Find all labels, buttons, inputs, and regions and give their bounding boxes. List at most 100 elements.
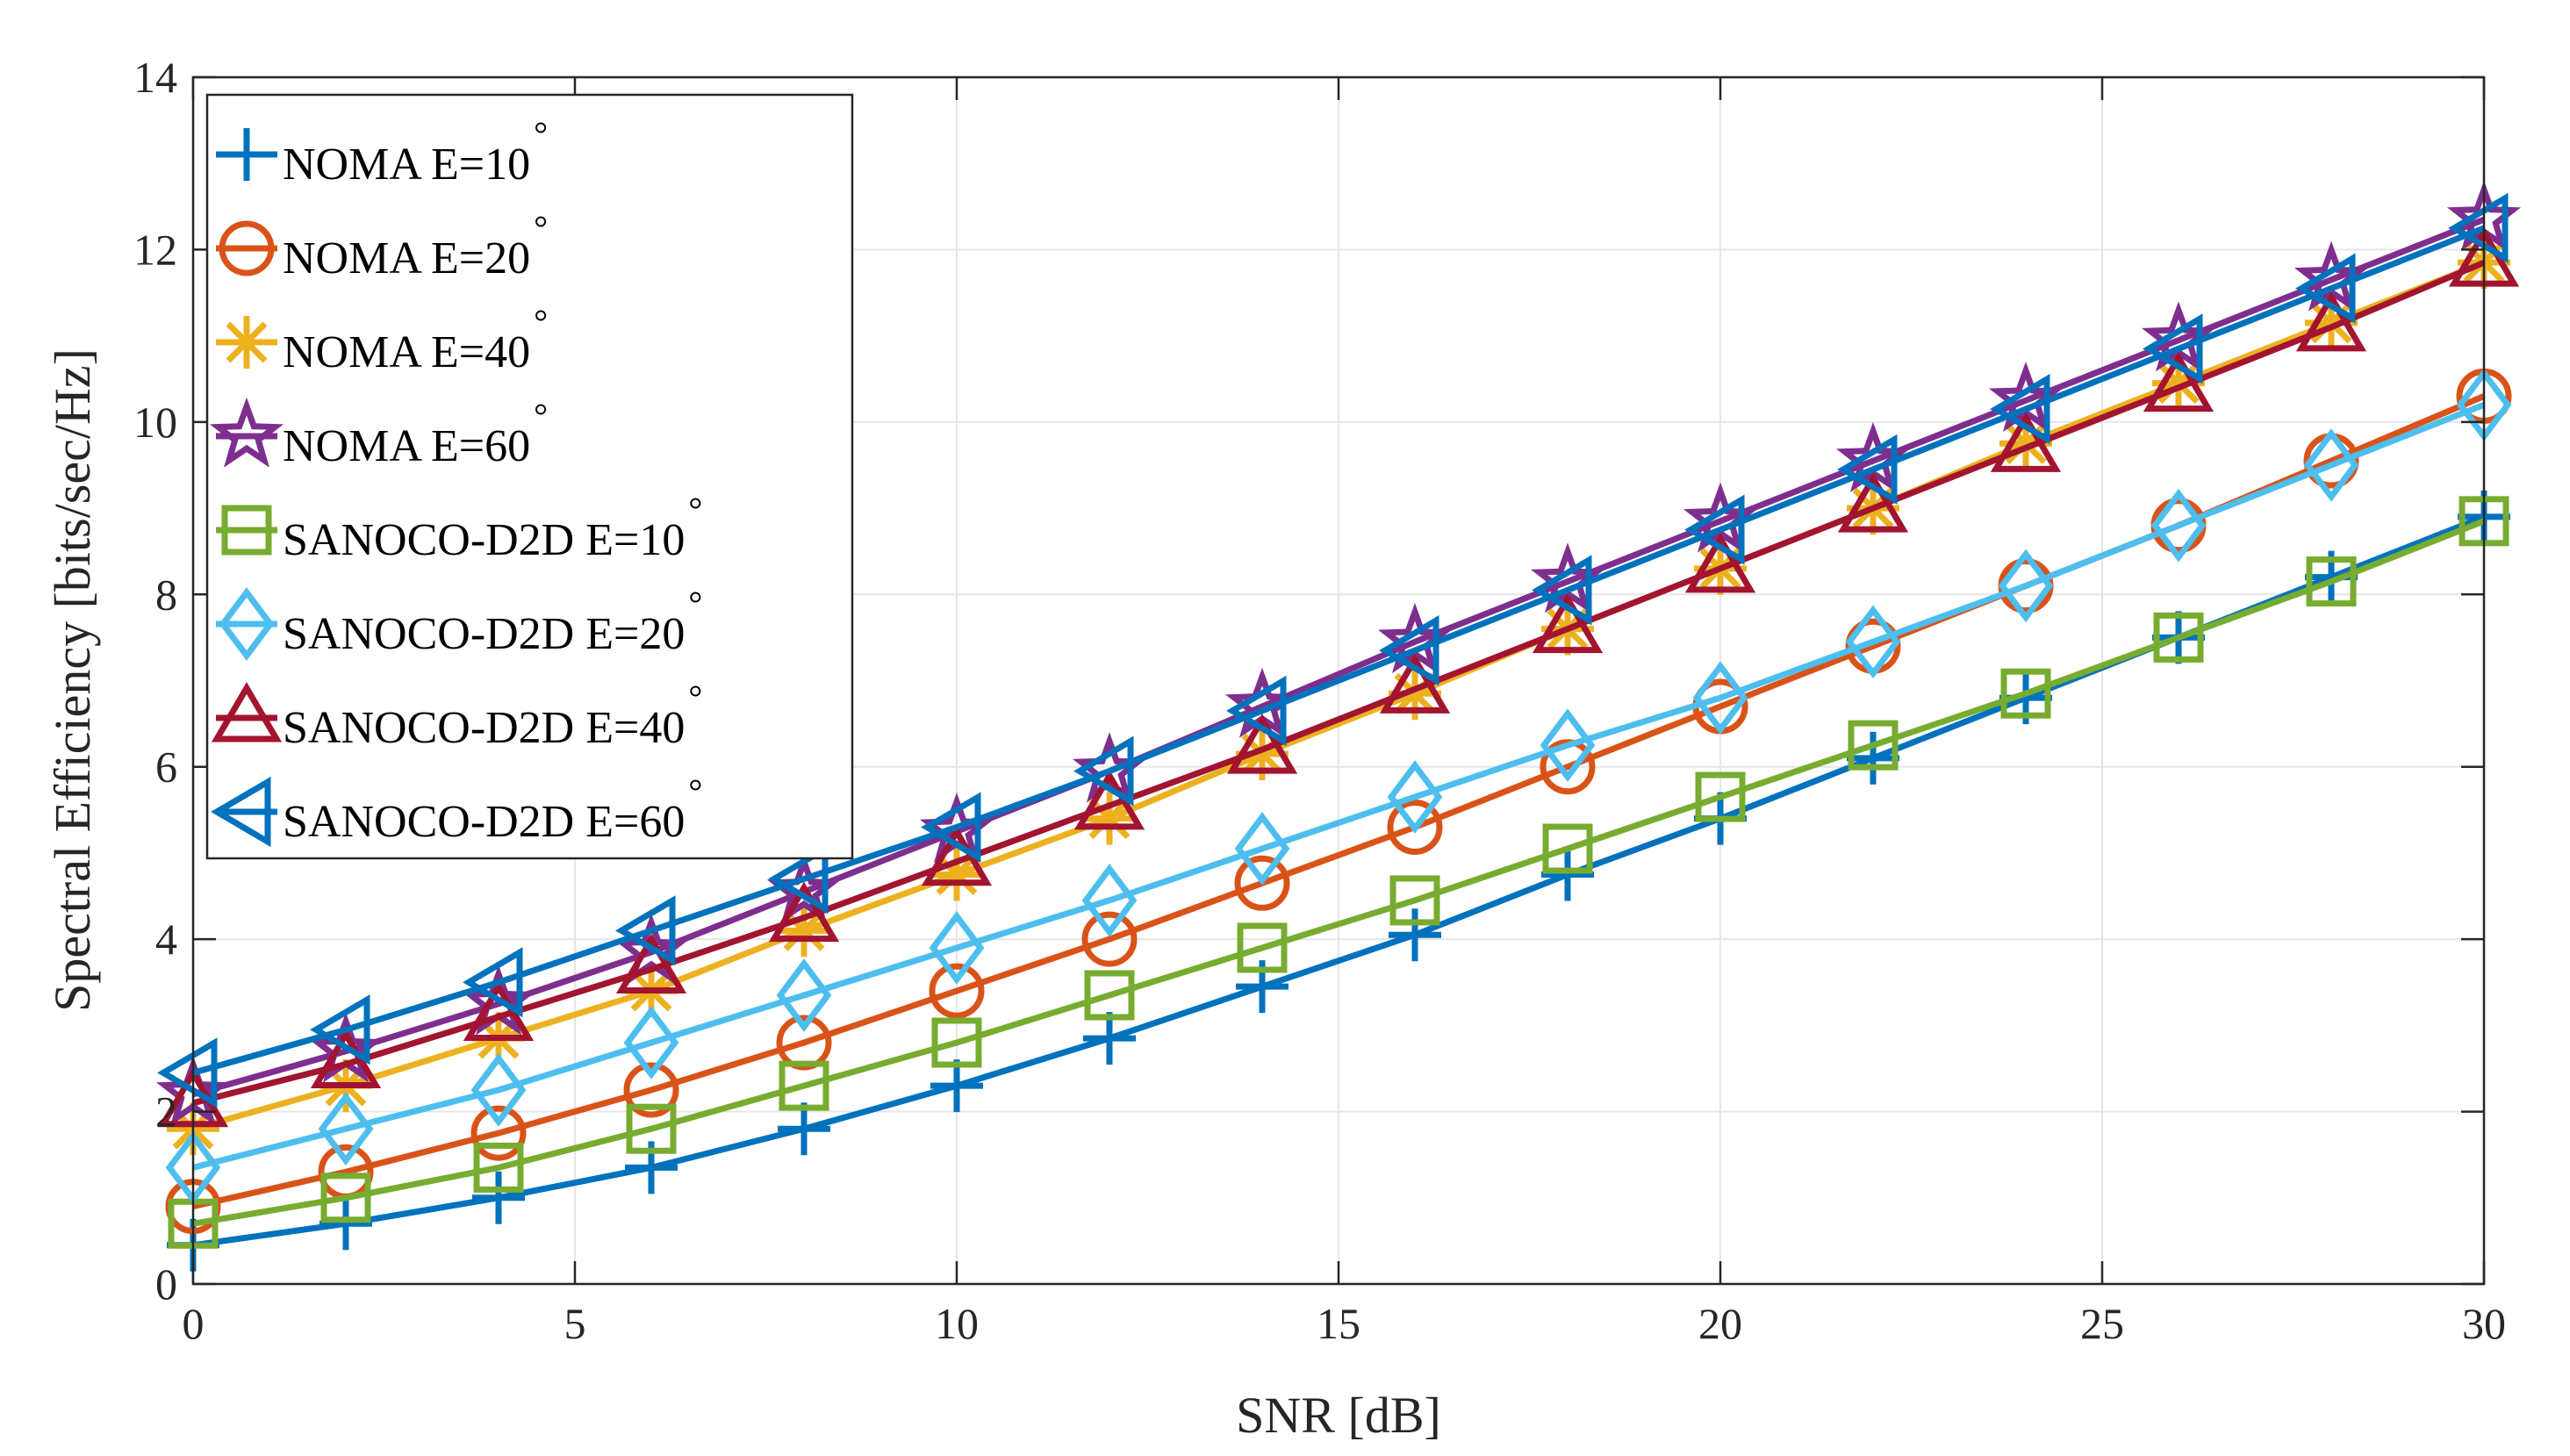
square-marker — [1542, 823, 1593, 874]
triangle-left-marker — [2295, 253, 2356, 324]
y-axis-title: Spectral Efficiency [bits/sec/Hz] — [44, 348, 101, 1012]
data-point-marker — [211, 776, 271, 848]
data-point-marker — [2303, 428, 2359, 502]
data-point-marker — [463, 980, 535, 1042]
x-tick-label: 15 — [1317, 1299, 1360, 1348]
x-tick-label: 10 — [935, 1299, 979, 1348]
data-point-marker — [463, 947, 523, 1018]
plus-marker — [319, 1197, 372, 1251]
triangle-up-marker — [1532, 592, 1604, 654]
data-point-marker — [929, 911, 985, 985]
data-point-marker — [626, 1103, 677, 1154]
triangle-up-marker — [615, 933, 687, 994]
data-point-marker — [1542, 823, 1593, 874]
asterisk-marker — [2305, 296, 2358, 349]
triangle-left-marker — [1073, 735, 1134, 807]
data-point-marker — [1847, 731, 1899, 785]
square-marker — [2306, 556, 2357, 607]
legend-item: SANOCO-D2D E=20° — [216, 584, 702, 661]
legend-item: SANOCO-D2D E=40° — [211, 678, 702, 753]
triangle-up-marker — [1684, 532, 1756, 593]
data-point-marker — [310, 994, 370, 1065]
legend-label: SANOCO-D2D E=10 — [283, 515, 685, 565]
diamond-marker — [470, 1053, 527, 1127]
triangle-left-marker — [921, 792, 981, 863]
data-point-marker — [1237, 922, 1288, 973]
x-tick-label: 20 — [1698, 1299, 1742, 1348]
triangle-up-marker — [2295, 290, 2367, 352]
circle-marker — [776, 1015, 832, 1071]
triangle-left-marker — [1226, 675, 1287, 746]
legend-degree-symbol: ° — [534, 208, 548, 247]
data-point-marker — [778, 1102, 830, 1156]
data-point-marker — [1845, 605, 1901, 679]
diamond-marker — [929, 911, 985, 985]
data-point-marker — [615, 895, 676, 966]
circle-marker — [219, 220, 275, 276]
triangle-left-marker — [211, 776, 271, 848]
legend-box — [205, 93, 854, 860]
data-point-marker — [1083, 1012, 1136, 1065]
square-marker — [931, 1017, 982, 1068]
triangle-left-marker — [1684, 494, 1745, 565]
y-tick-label: 6 — [155, 742, 177, 792]
data-point-marker — [2153, 612, 2204, 663]
legend-label: SANOCO-D2D E=40 — [283, 703, 685, 753]
data-point-marker — [219, 587, 275, 661]
triangle-left-marker — [310, 994, 370, 1065]
data-point-marker — [1695, 771, 1746, 822]
data-point-marker — [929, 963, 985, 1019]
data-point-marker — [2152, 356, 2205, 410]
data-point-marker — [470, 1053, 527, 1127]
data-point-marker — [768, 843, 829, 914]
square-marker — [320, 1173, 371, 1223]
series-line — [192, 259, 2486, 1107]
data-point-marker — [1684, 494, 1745, 565]
data-point-marker — [778, 904, 830, 958]
data-point-marker — [1379, 615, 1439, 686]
y-tick-label: 12 — [133, 225, 177, 274]
triangle-up-marker — [1226, 714, 1298, 774]
ticks: 0 5 10 15 20 25 30 0 2 4 6 8 10 12 14 — [133, 53, 2506, 1348]
data-point-marker — [1692, 661, 1748, 735]
data-point-marker — [1837, 472, 1909, 533]
data-point-marker — [1848, 720, 1899, 771]
diamond-marker — [776, 958, 832, 1032]
square-marker — [1084, 970, 1135, 1021]
series-7 — [157, 192, 2509, 1108]
y-tick-label: 4 — [155, 914, 177, 964]
data-point-marker — [1990, 412, 2062, 472]
y-tick-label: 10 — [133, 398, 177, 447]
data-point-marker — [1998, 549, 2054, 623]
data-point-marker — [921, 792, 981, 863]
triangle-up-marker — [1379, 653, 1451, 714]
triangle-up-marker — [1990, 412, 2062, 472]
diamond-marker — [2303, 428, 2359, 502]
data-point-marker — [921, 825, 993, 886]
legend-label: SANOCO-D2D E=60 — [283, 797, 685, 847]
data-point-marker — [1532, 592, 1604, 654]
legend-degree-symbol: ° — [688, 771, 702, 811]
data-point-marker — [1073, 735, 1134, 807]
y-tick-label: 14 — [133, 53, 177, 102]
data-point-marker — [220, 128, 273, 181]
circle-marker — [470, 1105, 527, 1161]
data-point-marker — [623, 1006, 679, 1079]
asterisk-marker — [1083, 792, 1136, 845]
data-point-marker — [1073, 769, 1145, 830]
data-point-marker — [310, 1028, 382, 1089]
data-point-marker — [930, 1059, 983, 1113]
data-point-marker — [2143, 351, 2215, 412]
triangle-up-marker — [2143, 351, 2215, 412]
series-line — [192, 216, 2486, 1098]
triangle-left-marker — [2143, 313, 2203, 384]
legend-item: NOMA E=20° — [216, 208, 548, 283]
triangle-left-marker — [1990, 374, 2050, 445]
series-line — [192, 401, 2486, 1171]
data-point-marker — [1226, 714, 1298, 774]
data-point-marker — [1083, 792, 1136, 845]
circle-marker — [929, 963, 985, 1019]
diamond-marker — [219, 587, 275, 661]
asterisk-marker — [2152, 356, 2205, 410]
data-point-marker — [1389, 908, 1441, 962]
